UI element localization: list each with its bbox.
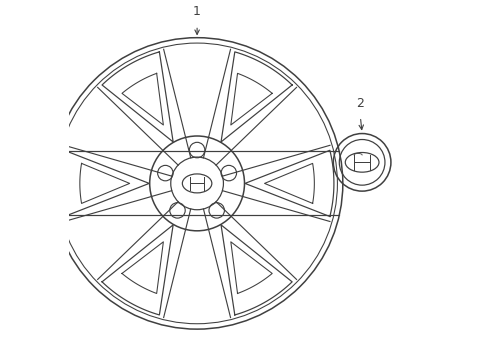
Text: 2: 2 (356, 97, 364, 110)
Text: 1: 1 (193, 5, 201, 18)
